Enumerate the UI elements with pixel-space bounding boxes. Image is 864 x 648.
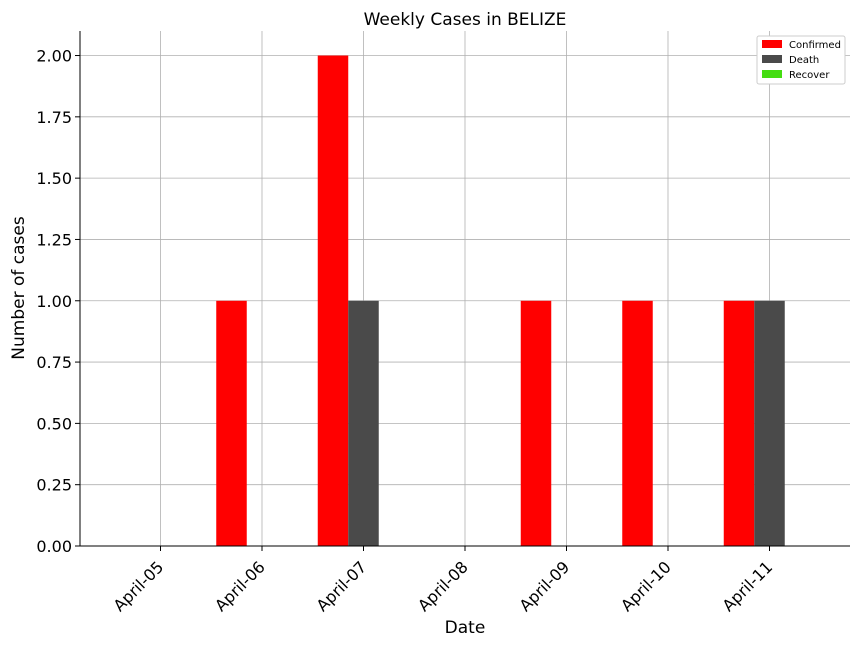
bar-death <box>754 300 785 546</box>
y-tick-label: 0.50 <box>36 414 72 433</box>
y-axis-label: Number of cases <box>9 216 29 360</box>
y-tick-label: 1.25 <box>36 230 72 249</box>
bar-confirmed <box>317 55 349 547</box>
y-tick-label: 0.00 <box>36 537 72 556</box>
legend-swatch-recover <box>762 70 782 78</box>
legend-label-death: Death <box>789 55 819 66</box>
x-axis-label: Date <box>445 618 486 638</box>
bar-death <box>348 300 379 546</box>
bar-confirmed <box>520 300 552 546</box>
legend-label-recover: Recover <box>789 70 830 81</box>
y-tick-label: 0.75 <box>36 353 72 372</box>
bars <box>216 55 785 547</box>
bar-confirmed <box>723 300 755 546</box>
legend-swatch-death <box>762 55 782 63</box>
y-ticks: 0.00 0.25 0.50 0.75 1.00 1.25 1.50 1.75 2.00 <box>36 47 80 556</box>
bar-confirmed <box>622 300 653 546</box>
grid <box>80 31 850 547</box>
y-tick-label: 0.25 <box>36 476 72 495</box>
y-tick-label: 1.00 <box>36 292 72 311</box>
y-tick-label: 1.50 <box>36 169 72 188</box>
y-tick-label: 1.75 <box>36 108 72 127</box>
legend-swatch-confirmed <box>762 40 782 48</box>
bar-confirmed <box>216 300 247 546</box>
chart-title: Weekly Cases in BELIZE <box>364 10 567 30</box>
legend: Confirmed Death Recover <box>756 35 846 85</box>
y-tick-label: 2.00 <box>36 47 72 66</box>
legend-label-confirmed: Confirmed <box>789 40 841 51</box>
